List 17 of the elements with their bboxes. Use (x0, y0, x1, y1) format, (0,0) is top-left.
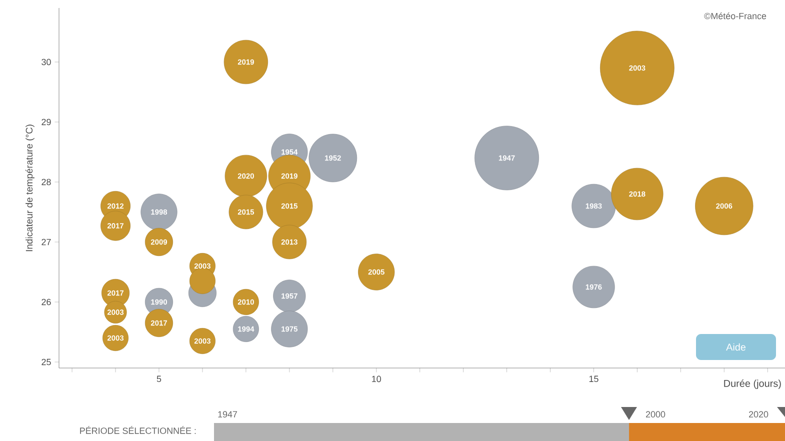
y-tick-label: 28 (42, 178, 51, 186)
x-axis-title: Durée (jours) (724, 380, 781, 389)
text: 2020 (748, 411, 768, 418)
y-tick-label: 27 (42, 238, 51, 246)
y-tick-label: 30 (42, 58, 51, 66)
annotation: ©Météo-France (704, 12, 766, 20)
y-tick-label: 29 (42, 118, 51, 126)
x-tick-label: 10 (372, 376, 381, 382)
x-tick-label: 5 (156, 376, 162, 382)
y-tick-label: 25 (42, 358, 51, 366)
text: PÉRIODE SÉLECTIONNÉE : (80, 426, 196, 434)
text: 1947 (218, 411, 238, 418)
annotation: Aide (726, 343, 746, 351)
y-axis-title: Indicateur de température (°C) (25, 124, 34, 252)
y-tick-label: 26 (42, 298, 51, 306)
x-tick-label: 15 (589, 376, 598, 382)
text: 2000 (646, 411, 666, 418)
